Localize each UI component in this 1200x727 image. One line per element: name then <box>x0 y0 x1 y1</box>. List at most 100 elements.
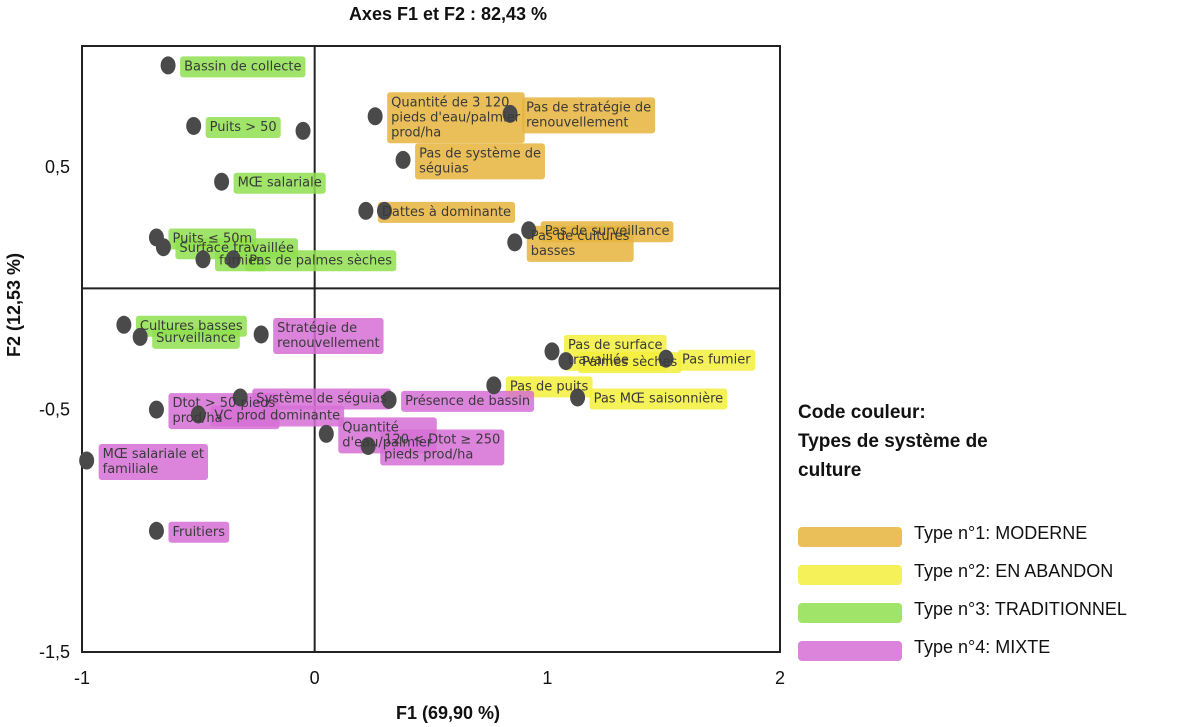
label-highlight <box>98 444 208 481</box>
data-point-marker <box>395 150 411 169</box>
legend-title-line: Code couleur: <box>798 402 926 423</box>
point-label: MŒ salariale et familiale <box>103 447 204 477</box>
label-highlight <box>168 521 230 543</box>
point-label: Pas de système de séguias <box>419 146 541 176</box>
data-point-marker <box>148 521 164 540</box>
point-label: Pas de puits <box>510 379 589 394</box>
legend-swatch <box>798 527 902 547</box>
point-label: MŒ salariale <box>238 176 322 191</box>
chart-title: Axes F1 et F2 : 82,43 % <box>349 4 547 24</box>
data-point-marker <box>214 172 230 191</box>
legend-swatch <box>798 565 902 585</box>
point-label: fumier <box>219 253 262 268</box>
data-point-marker <box>186 116 202 135</box>
data-point-marker <box>253 325 269 344</box>
label-highlight <box>677 349 756 371</box>
label-highlight <box>210 405 345 427</box>
legend-label: Type n°1: MODERNE <box>914 523 1088 543</box>
data-point-marker <box>507 233 523 252</box>
legend-title: Code couleur: Types de système de cultur… <box>798 398 1198 485</box>
legend-title-line: culture <box>798 460 862 481</box>
data-point-marker <box>232 388 248 407</box>
data-point-marker <box>521 221 537 240</box>
label-highlight <box>180 56 306 78</box>
label-highlight <box>589 388 728 410</box>
data-point-marker <box>376 201 392 220</box>
label-highlight <box>152 327 240 349</box>
legend-label: Type n°2: EN ABANDON <box>914 561 1114 581</box>
point-label: Pas de palmes sèches <box>249 253 392 268</box>
data-point-marker <box>148 400 164 419</box>
data-point-marker <box>486 376 502 395</box>
data-point-marker <box>381 390 397 409</box>
label-highlights <box>98 56 756 543</box>
label-highlight <box>401 390 535 412</box>
x-tick-label: 2 <box>775 668 785 688</box>
data-point-marker <box>502 104 518 123</box>
point-labels: Bassin de collecte Puits > 50 MŒ salariale… <box>103 59 752 539</box>
point-label: Fruitiers <box>172 525 225 540</box>
label-highlight <box>245 250 397 272</box>
label-highlight <box>387 92 525 144</box>
data-point-marker <box>358 201 374 220</box>
point-label: Dtot > 50 pieds prod/ha <box>172 396 275 426</box>
legend-item-type-1: Type n°1: MODERNE <box>798 517 1198 555</box>
label-highlight <box>252 388 392 410</box>
point-label: Palmes sèches <box>582 355 678 370</box>
data-point-marker <box>318 424 334 443</box>
point-markers <box>79 56 674 540</box>
legend-item-type-2: Type n°2: EN ABANDON <box>798 555 1198 593</box>
legend-item-type-3: Type n°3: TRADITIONNEL <box>798 593 1198 631</box>
point-label: Pas de surface travaillée <box>568 338 663 368</box>
data-point-marker <box>367 107 383 126</box>
legend-swatch <box>798 603 902 623</box>
plot-area: Bassin de collecte Puits > 50 MŒ salariale… <box>79 45 781 653</box>
point-label: Quantité de 3 120 pieds d'eau/palmier prod… <box>391 95 521 140</box>
label-highlight <box>377 201 516 223</box>
y-tick-label: -1,5 <box>39 642 70 662</box>
label-highlight <box>380 429 505 466</box>
point-label: Quantité d'eau/palmier <box>342 420 433 450</box>
point-label: Pas de surveillance <box>545 224 670 239</box>
point-label: Surface travaillée <box>179 241 294 256</box>
point-label: Stratégie de renouvellement <box>277 321 379 351</box>
data-point-marker <box>544 342 560 361</box>
label-highlight <box>205 116 281 138</box>
label-highlight <box>233 172 326 194</box>
point-label: Surveillance <box>156 331 236 346</box>
point-label: VC prod dominante <box>214 408 340 423</box>
data-point-marker <box>160 56 176 75</box>
label-highlight <box>415 143 545 180</box>
point-label: Puits ≤ 50m <box>172 231 252 246</box>
point-label: 120 < Dtot ≥ 250 pieds prod/ha <box>384 432 500 462</box>
legend-label: Type n°4: MIXTE <box>914 637 1051 657</box>
point-label: Dattes à dominante <box>382 205 511 220</box>
data-point-marker <box>195 250 211 269</box>
legend-swatch <box>798 641 902 661</box>
plot-frame <box>81 45 781 653</box>
label-highlight <box>522 97 656 134</box>
legend-label: Type n°3: TRADITIONNEL <box>914 599 1127 619</box>
data-point-marker <box>658 349 674 368</box>
data-point-marker <box>558 352 574 371</box>
data-point-marker <box>116 315 132 334</box>
data-point-marker <box>295 121 311 140</box>
label-highlight <box>526 225 634 262</box>
x-tick-label: 0 <box>310 668 320 688</box>
label-highlight <box>273 317 384 354</box>
point-label: Présence de bassin <box>405 394 530 409</box>
point-label: Cultures basses <box>140 319 243 334</box>
y-axis-ticks: 0,5 -0,5 -1,5 <box>39 157 70 662</box>
data-point-marker <box>79 451 95 470</box>
label-highlight <box>577 352 682 374</box>
legend-item-type-4: Type n°4: MIXTE <box>798 631 1198 669</box>
point-label: Système de séguias <box>256 391 387 406</box>
point-label: Pas de cultures basses <box>531 229 630 259</box>
y-tick-label: 0,5 <box>45 157 70 177</box>
data-point-marker <box>225 250 241 269</box>
point-label: Pas MŒ saisonnière <box>594 391 724 406</box>
data-point-marker <box>132 327 148 346</box>
data-point-marker <box>155 238 171 257</box>
point-label: Puits > 50 <box>210 120 277 135</box>
